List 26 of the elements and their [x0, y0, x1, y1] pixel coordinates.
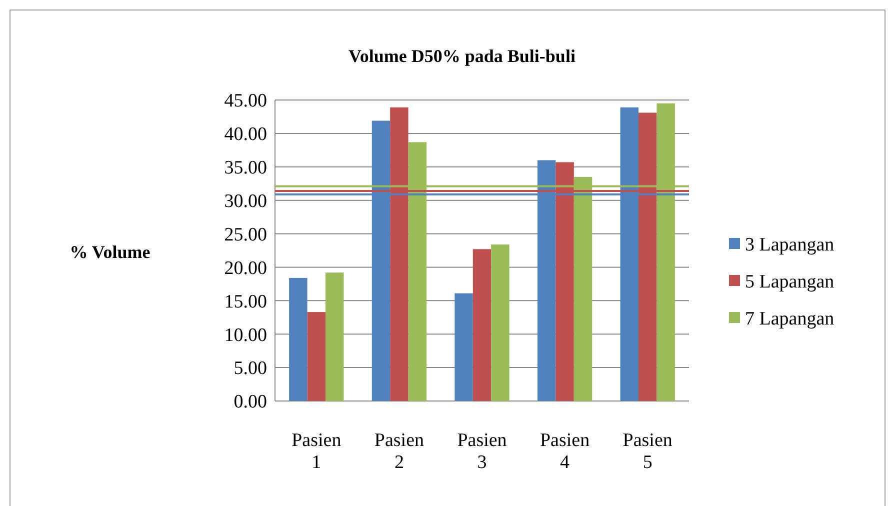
legend-label: 3 Lapangan [745, 234, 835, 256]
y-tick-label: 5.00 [234, 358, 267, 380]
y-tick-label: 45.00 [224, 90, 267, 112]
bar [307, 312, 326, 401]
chart-title: Volume D50% pada Buli-buli [348, 46, 576, 66]
x-tick-label: Pasien 4 [540, 430, 590, 473]
x-tick-label: Pasien 2 [374, 430, 424, 473]
y-tick-label: 25.00 [224, 224, 267, 246]
y-tick-label: 0.00 [234, 392, 267, 413]
legend-label: 7 Lapangan [745, 308, 835, 330]
x-tick-label: Pasien 5 [622, 430, 673, 473]
x-tick-label: Pasien 1 [292, 430, 342, 473]
y-tick-label: 35.00 [224, 158, 267, 179]
x-tick-label: Pasien 3 [457, 430, 508, 473]
bar [326, 272, 344, 401]
bar [289, 278, 308, 401]
y-tick-label: 20.00 [224, 258, 267, 279]
bar [491, 244, 510, 401]
y-tick-label: 30.00 [224, 190, 267, 212]
bar [454, 293, 473, 401]
y-axis-title: % Volume [70, 242, 150, 262]
legend-label: 5 Lapangan [745, 272, 835, 293]
y-tick-label: 15.00 [224, 291, 267, 312]
y-tick-label: 10.00 [224, 324, 267, 346]
bar [472, 249, 492, 401]
y-tick-label: 40.00 [224, 124, 267, 146]
